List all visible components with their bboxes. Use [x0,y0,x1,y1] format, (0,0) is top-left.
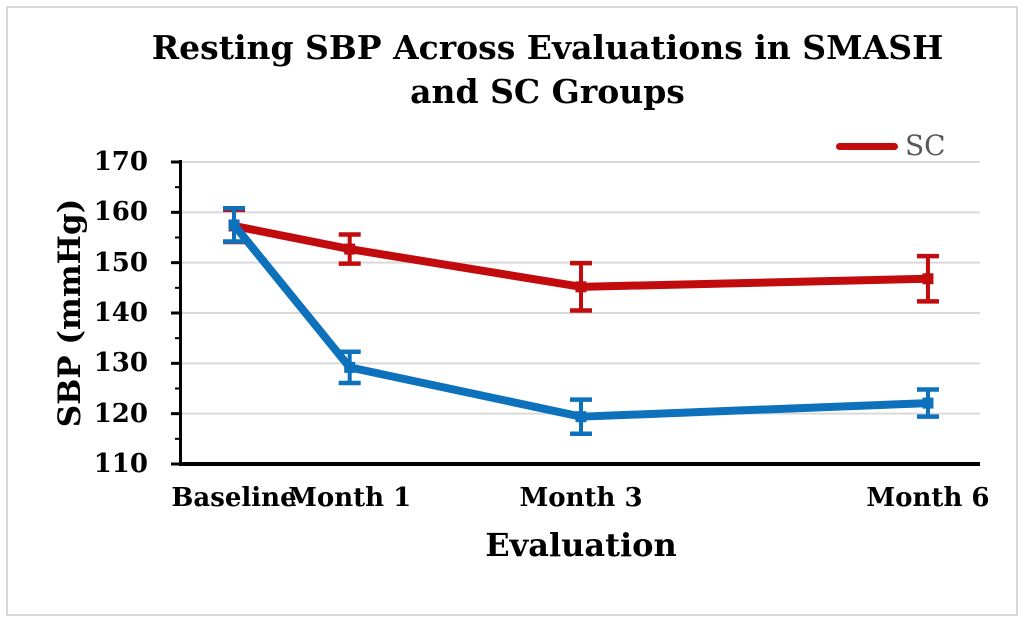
chart-title-line1: Resting SBP Across Evaluations in SMASH [151,28,944,67]
chart-title: Resting SBP Across Evaluations in SMASH … [85,26,1010,114]
y-tick-label: 150 [93,247,148,278]
data-point-marker-sc [922,273,934,285]
data-point-marker-sc [575,281,587,293]
x-tick-label: Baseline [171,483,297,513]
data-point-marker-smash [575,411,587,423]
x-tick-label: Month 3 [519,483,643,513]
y-tick-label: 130 [93,348,148,379]
data-point-marker-smash [344,361,356,373]
data-point-marker-smash [922,397,934,409]
y-tick-label: 160 [93,197,148,228]
legend-line-swatch [836,142,898,150]
y-tick-label: 170 [93,147,148,177]
y-tick-label: 140 [93,298,148,328]
series-line-sc [233,222,929,291]
legend: SC [836,130,946,162]
y-tick-label: 110 [93,449,148,479]
x-axis-tick-labels: Baseline Month 1 Month 3 Month 6 [0,482,1024,516]
data-point-marker-smash [228,219,240,231]
x-axis-title: Evaluation [485,526,677,564]
data-point-marker-sc [344,243,356,255]
legend-label-sc: SC [905,129,946,162]
chart-title-line2: and SC Groups [410,72,685,111]
x-tick-label: Month 1 [288,483,412,513]
y-tick-label: 120 [93,398,148,429]
y-axis-tick-labels: 110 120 130 140 150 160 170 [0,0,160,622]
x-tick-label: Month 6 [866,483,990,513]
series-line-smash [230,222,929,421]
y-axis-title: SBP (mmHg) [52,198,88,428]
